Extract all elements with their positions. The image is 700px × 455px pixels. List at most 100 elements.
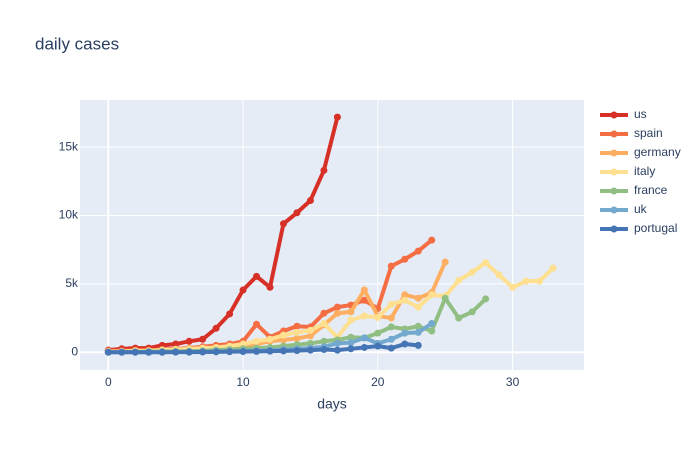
legend-label: uk: [634, 202, 648, 216]
data-point: [185, 348, 193, 356]
x-tick-label: 20: [371, 375, 385, 389]
data-point: [468, 308, 476, 316]
data-point: [266, 347, 274, 355]
data-point: [279, 347, 287, 355]
data-point: [441, 294, 449, 302]
data-point: [414, 303, 422, 311]
data-point: [401, 296, 409, 304]
data-point: [320, 320, 328, 328]
legend-marker: [610, 149, 618, 157]
data-point: [347, 316, 355, 324]
data-point: [306, 196, 314, 204]
data-point: [360, 296, 368, 304]
data-point: [118, 348, 126, 356]
data-point: [509, 283, 517, 291]
data-point: [239, 348, 247, 356]
x-tick-label: 0: [105, 375, 112, 389]
chart-title: daily cases: [35, 34, 119, 53]
data-point: [387, 314, 395, 322]
data-point: [293, 347, 301, 355]
data-point: [253, 320, 261, 328]
data-point: [199, 335, 207, 343]
data-point: [172, 340, 180, 348]
data-point: [482, 259, 490, 267]
data-point: [266, 335, 274, 343]
data-point: [293, 209, 301, 217]
data-point: [306, 339, 314, 347]
data-point: [333, 113, 341, 121]
data-point: [374, 329, 382, 337]
data-point: [360, 312, 368, 320]
data-point: [428, 327, 436, 335]
data-point: [266, 283, 274, 291]
data-point: [360, 334, 368, 342]
data-point: [374, 313, 382, 321]
data-point: [158, 348, 166, 356]
data-point: [172, 348, 180, 356]
data-point: [279, 331, 287, 339]
data-point: [333, 346, 341, 354]
legend-marker: [610, 225, 618, 233]
x-axis-title: days: [317, 396, 347, 412]
data-point: [320, 345, 328, 353]
data-point: [185, 337, 193, 345]
data-point: [455, 276, 463, 284]
data-point: [239, 340, 247, 348]
legend-label: portugal: [634, 221, 677, 235]
data-point: [387, 323, 395, 331]
data-point: [226, 310, 234, 318]
data-point: [212, 324, 220, 332]
legend-marker: [610, 111, 618, 119]
x-tick-label: 30: [506, 375, 520, 389]
data-point: [306, 346, 314, 354]
data-point: [253, 347, 261, 355]
data-point: [333, 339, 341, 347]
data-point: [104, 348, 112, 356]
data-point: [320, 309, 328, 317]
data-point: [320, 166, 328, 174]
data-point: [360, 343, 368, 351]
data-point: [387, 344, 395, 352]
data-point: [401, 291, 409, 299]
data-point: [333, 303, 341, 311]
data-point: [253, 272, 261, 280]
legend-label: france: [634, 183, 668, 197]
data-point: [131, 348, 139, 356]
data-point: [414, 328, 422, 336]
data-point: [387, 335, 395, 343]
data-point: [253, 337, 261, 345]
data-point: [199, 348, 207, 356]
data-point: [226, 348, 234, 356]
data-point: [414, 341, 422, 349]
legend-label: spain: [634, 126, 663, 140]
data-point: [320, 337, 328, 345]
data-point: [333, 309, 341, 317]
data-point: [522, 277, 530, 285]
data-point: [468, 268, 476, 276]
data-point: [279, 220, 287, 228]
data-point: [414, 247, 422, 255]
y-tick-label: 0: [71, 344, 78, 358]
data-point: [212, 348, 220, 356]
data-point: [428, 291, 436, 299]
data-point: [293, 328, 301, 336]
legend-marker: [610, 130, 618, 138]
data-point: [401, 329, 409, 337]
data-point: [495, 271, 503, 279]
data-point: [347, 339, 355, 347]
data-point: [414, 294, 422, 302]
data-point: [549, 264, 557, 272]
data-point: [414, 322, 422, 330]
data-point: [428, 320, 436, 328]
data-point: [293, 322, 301, 330]
data-point: [347, 308, 355, 316]
data-point: [536, 277, 544, 285]
legend-label: us: [634, 107, 647, 121]
data-point: [441, 258, 449, 266]
y-tick-label: 10k: [59, 208, 79, 222]
series-line: [108, 260, 555, 354]
legend-marker: [610, 187, 618, 195]
data-point: [145, 348, 153, 356]
data-point: [401, 340, 409, 348]
